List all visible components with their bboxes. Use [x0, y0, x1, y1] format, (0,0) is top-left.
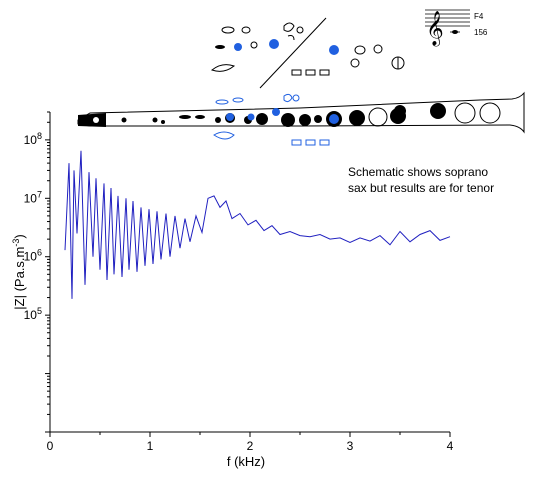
note-label: F4	[474, 12, 484, 21]
x-axis-label: f (kHz)	[227, 454, 265, 469]
tick-labels: 0 1 2 3 4 105 106 107 108	[24, 131, 454, 453]
saxophone-schematic: 𝄞 F4 156	[77, 9, 525, 146]
axis-ticks	[45, 111, 451, 437]
x-tick-label: 3	[347, 439, 354, 453]
x-tick-label: 1	[147, 439, 154, 453]
annotation-line-1: Schematic shows soprano	[348, 165, 488, 179]
impedance-curve	[64, 150, 451, 299]
x-tick-label: 2	[247, 439, 254, 453]
treble-clef-icon: 𝄞	[426, 11, 444, 47]
y-axis-label-close: )	[12, 234, 27, 238]
plot-area: 0 1 2 3 4 105 106 107 108	[24, 111, 454, 453]
y-tick-label: 106	[24, 248, 42, 264]
y-tick-label: 108	[24, 131, 42, 147]
x-tick-label: 0	[47, 439, 54, 453]
x-tick-label: 4	[447, 439, 454, 453]
y-tick-label: 107	[24, 189, 42, 205]
y-axis-label-main: |Z| (Pa.s.m	[12, 247, 27, 310]
annotation-line-2: sax but results are for tenor	[348, 181, 494, 195]
music-staff: 𝄞	[425, 9, 470, 47]
note-frequency: 156	[474, 28, 488, 37]
y-axis-label: |Z| (Pa.s.m-3)	[11, 234, 27, 309]
y-axis-label-exponent: -3	[11, 239, 21, 247]
y-tick-label: 105	[24, 306, 42, 322]
